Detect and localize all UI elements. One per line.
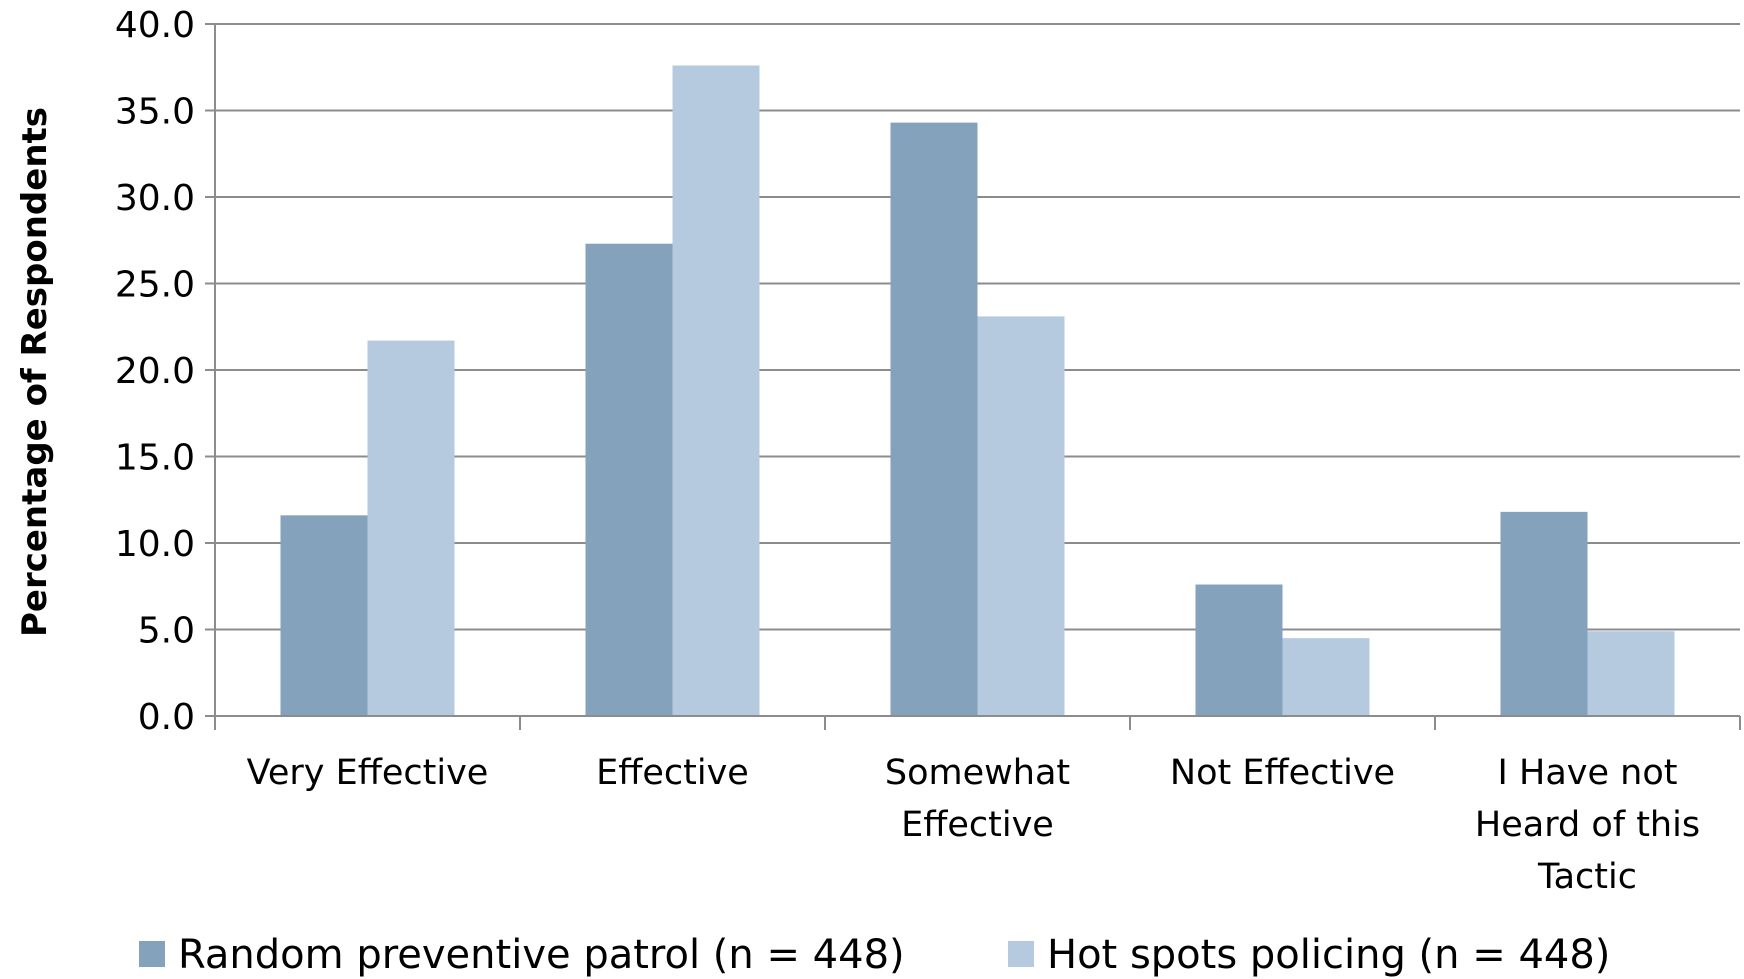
bar-series-0-category-0 — [280, 515, 368, 716]
bar-series-1-category-0 — [367, 340, 455, 716]
bar-series-1-category-3 — [1282, 638, 1370, 716]
y-tick-label: 0.0 — [138, 697, 195, 738]
y-tick-label: 35.0 — [115, 92, 195, 133]
bar-series-1-category-1 — [672, 65, 760, 716]
labels: 0.0 5.0 10.0 15.0 20.0 25.0 30.0 35.0 40.0 Very E… — [115, 5, 1700, 897]
bar-series-0-category-1 — [585, 243, 673, 716]
y-tick-label: 10.0 — [115, 524, 195, 565]
bar-series-0-category-4 — [1500, 511, 1588, 716]
legend-swatch-random-preventive-patrol — [139, 941, 165, 967]
bar-series-1-category-4 — [1587, 631, 1675, 716]
y-tick-label: 20.0 — [115, 351, 195, 392]
legend-label-hot-spots-policing: Hot spots policing (n = 448) — [1047, 932, 1610, 978]
y-tick-label: 25.0 — [115, 265, 195, 306]
category-label: Very Effective — [247, 753, 489, 793]
category-label: Effective — [596, 753, 749, 793]
bars — [280, 65, 1675, 717]
bar-series-0-category-3 — [1195, 584, 1283, 716]
category-label: Not Effective — [1170, 753, 1395, 793]
y-tick-label: 15.0 — [115, 438, 195, 479]
y-axis-title: Percentage of Respondents — [15, 107, 55, 637]
bar-series-0-category-2 — [890, 122, 978, 717]
category-label: Somewhat Effective — [885, 753, 1070, 845]
legend: Random preventive patrol (n = 448) Hot s… — [139, 932, 1610, 978]
axes — [205, 23, 1741, 730]
y-tick-label: 5.0 — [138, 611, 195, 652]
legend-label-random-preventive-patrol: Random preventive patrol (n = 448) — [178, 932, 905, 978]
y-tick-label: 30.0 — [115, 178, 195, 219]
category-label: I Have not Heard of this Tactic — [1475, 753, 1700, 897]
y-tick-label: 40.0 — [115, 5, 195, 46]
legend-swatch-hot-spots-policing — [1008, 941, 1034, 967]
bar-series-1-category-2 — [977, 316, 1065, 716]
